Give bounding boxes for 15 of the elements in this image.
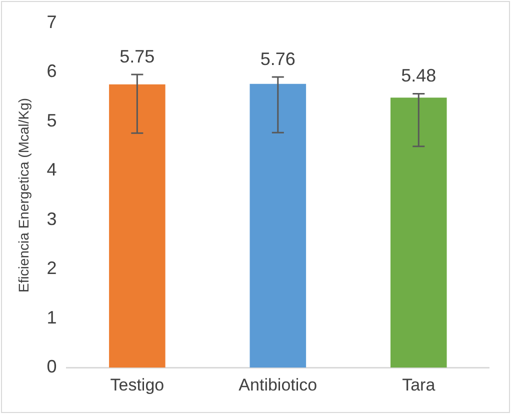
y-tick-label: 6 <box>46 61 57 82</box>
x-tick-label: Tara <box>402 375 436 394</box>
y-tick-label: 7 <box>46 12 57 32</box>
y-tick-label: 4 <box>46 160 57 180</box>
data-label: 5.76 <box>260 48 296 69</box>
x-tick-label: Antibiotico <box>238 375 318 394</box>
x-tick-label: Testigo <box>110 375 164 394</box>
data-label: 5.75 <box>120 46 155 66</box>
y-tick-label: 0 <box>46 356 57 377</box>
data-label: 5.48 <box>401 66 436 86</box>
y-tick-label: 1 <box>46 307 57 328</box>
y-tick-label: 5 <box>46 110 57 130</box>
y-tick-label: 3 <box>46 208 57 229</box>
y-axis-title: Eficiencia Energetica (Mcal/Kg) <box>15 98 32 292</box>
y-tick-label: 2 <box>46 258 57 278</box>
